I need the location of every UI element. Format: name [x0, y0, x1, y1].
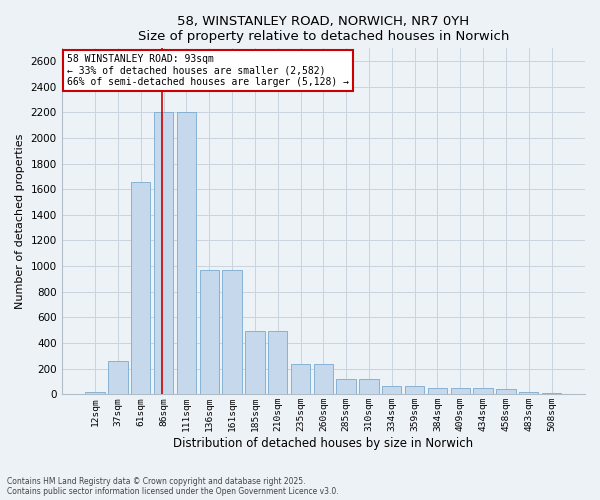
Bar	[154, 112, 173, 394]
Y-axis label: Number of detached properties: Number of detached properties	[15, 134, 25, 309]
Bar	[314, 364, 333, 394]
Bar	[428, 388, 447, 394]
Bar	[291, 364, 310, 394]
Bar	[542, 393, 561, 394]
Bar	[108, 361, 128, 394]
Bar	[473, 388, 493, 394]
Bar	[519, 392, 538, 394]
Bar	[451, 388, 470, 394]
X-axis label: Distribution of detached houses by size in Norwich: Distribution of detached houses by size …	[173, 437, 473, 450]
Bar	[200, 270, 219, 394]
Bar	[223, 270, 242, 394]
Bar	[337, 379, 356, 394]
Text: 58 WINSTANLEY ROAD: 93sqm
← 33% of detached houses are smaller (2,582)
66% of se: 58 WINSTANLEY ROAD: 93sqm ← 33% of detac…	[67, 54, 349, 86]
Bar	[245, 332, 265, 394]
Bar	[382, 386, 401, 394]
Bar	[268, 332, 287, 394]
Text: Contains HM Land Registry data © Crown copyright and database right 2025.
Contai: Contains HM Land Registry data © Crown c…	[7, 476, 339, 496]
Bar	[131, 182, 151, 394]
Bar	[177, 112, 196, 394]
Bar	[85, 392, 105, 394]
Bar	[359, 379, 379, 394]
Bar	[405, 386, 424, 394]
Bar	[496, 389, 515, 394]
Title: 58, WINSTANLEY ROAD, NORWICH, NR7 0YH
Size of property relative to detached hous: 58, WINSTANLEY ROAD, NORWICH, NR7 0YH Si…	[137, 15, 509, 43]
